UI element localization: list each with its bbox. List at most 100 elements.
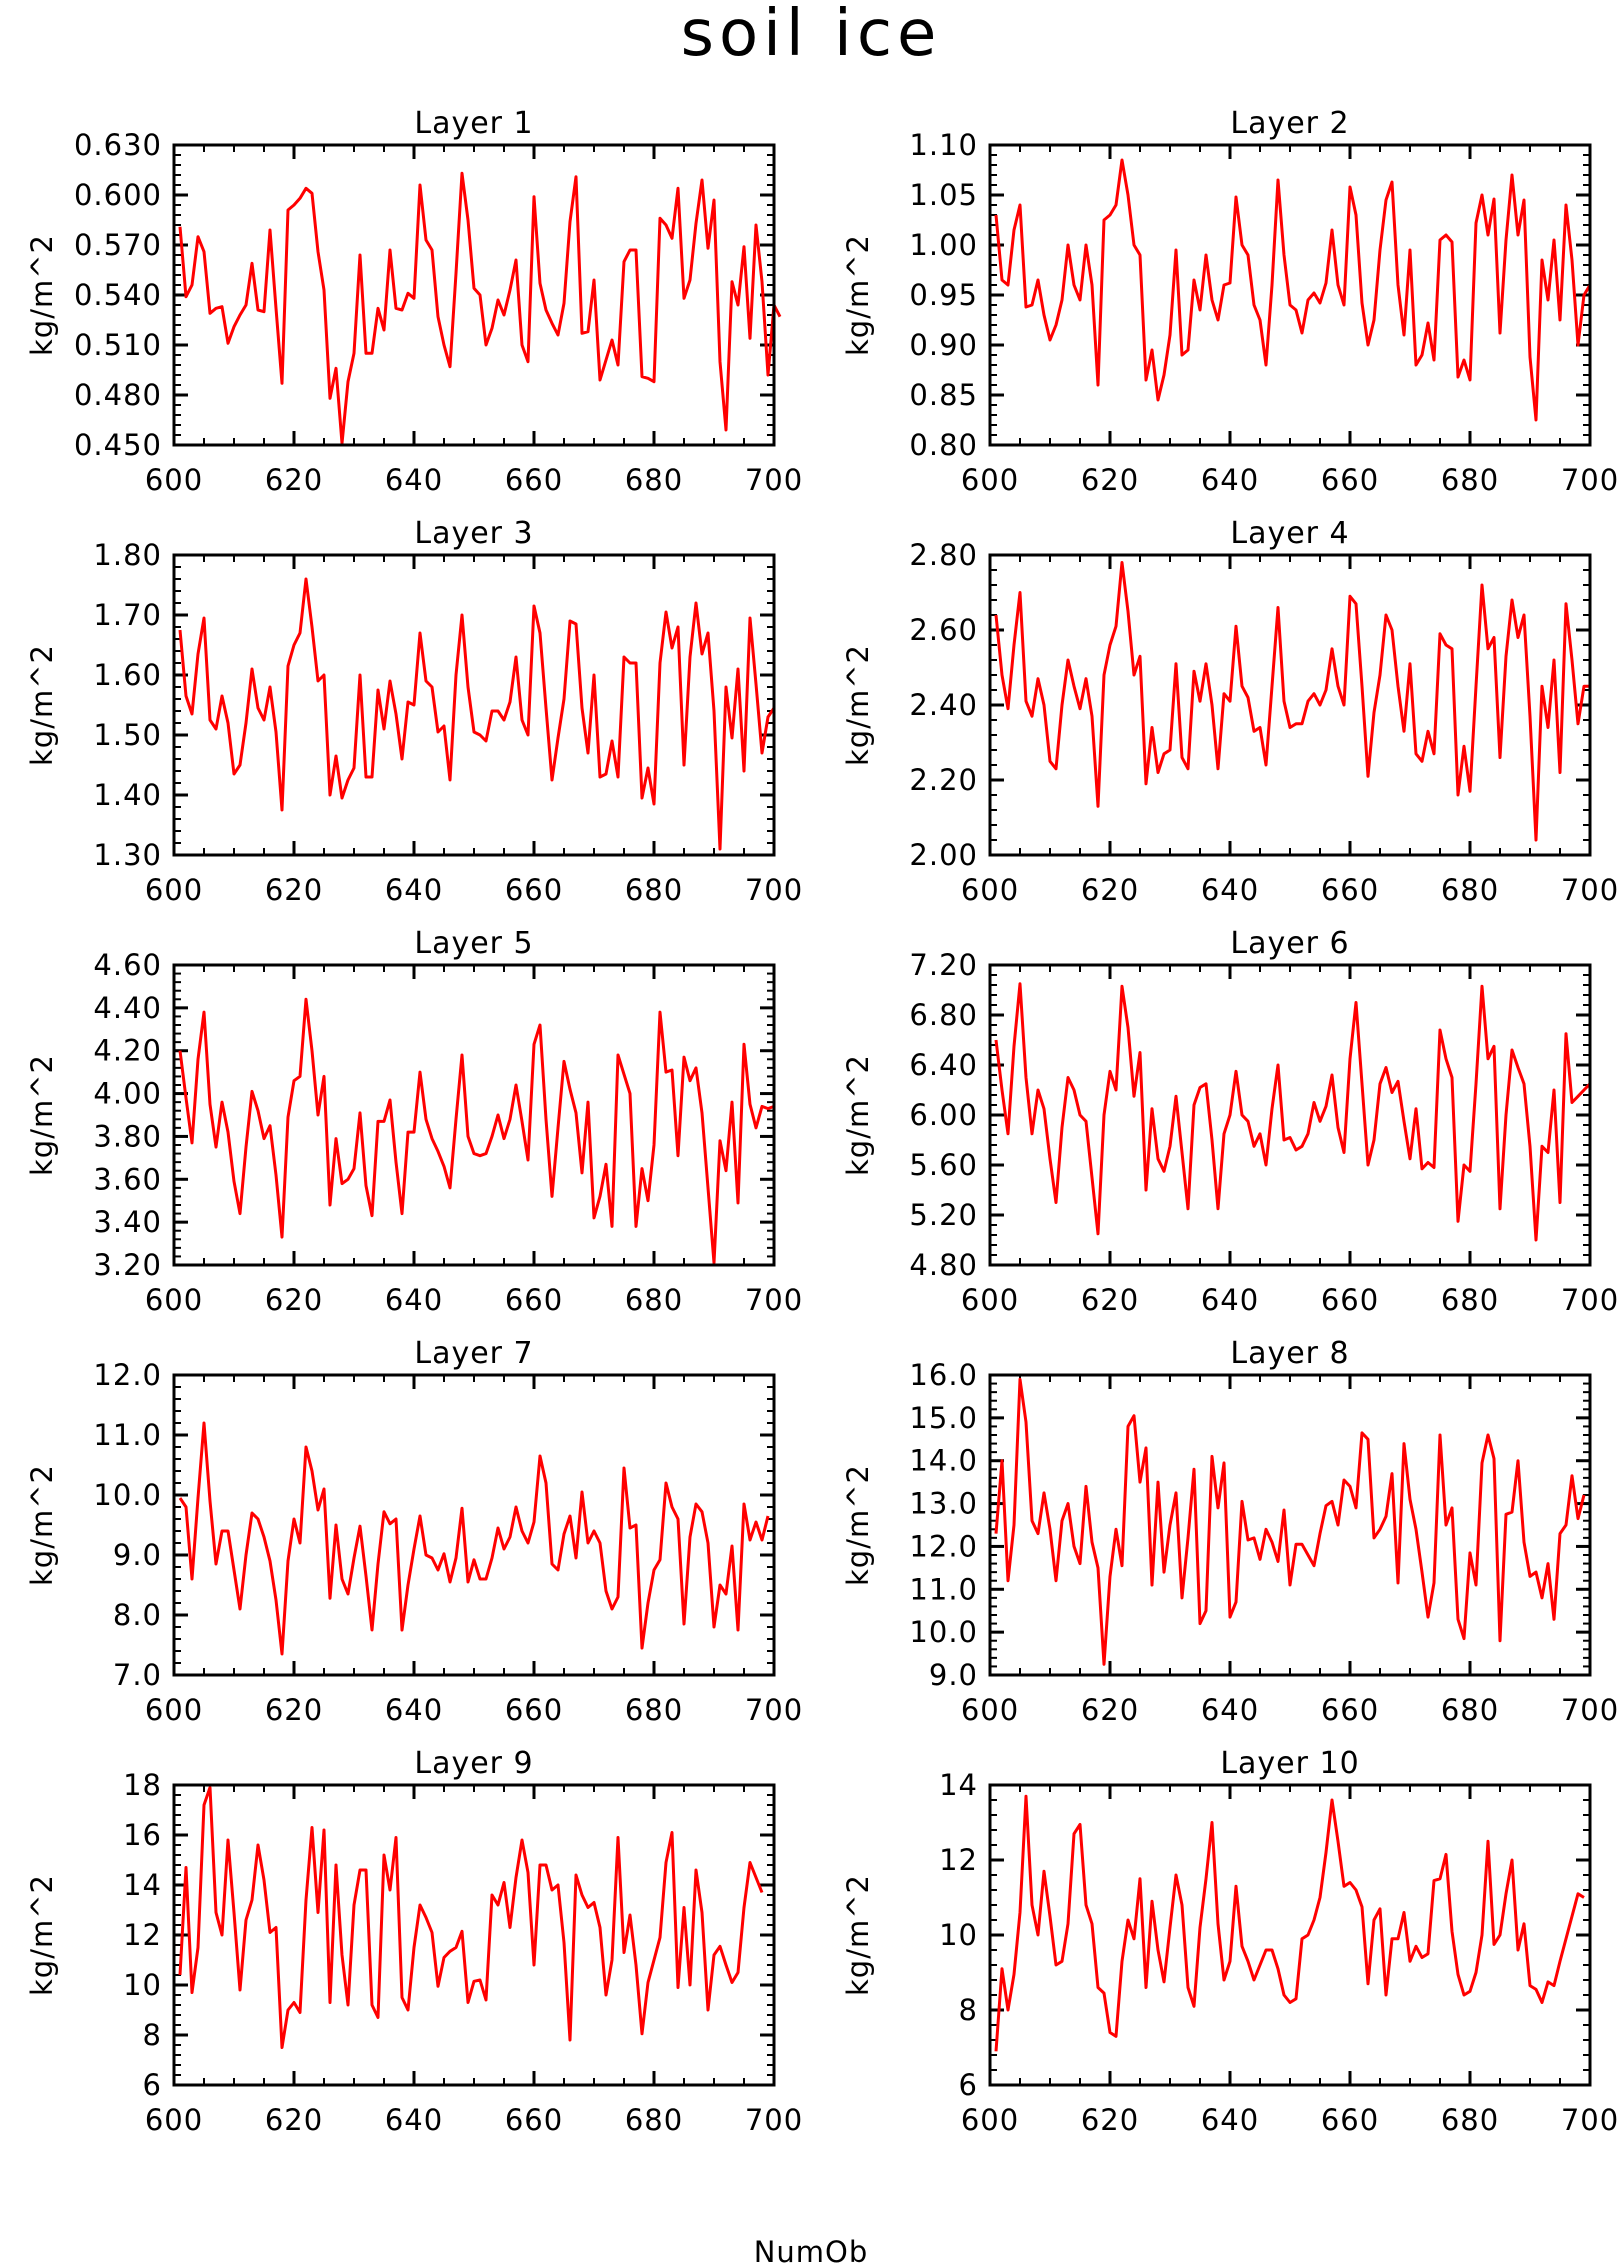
panel-title: Layer 5 — [414, 926, 533, 961]
x-tick-label: 660 — [505, 2103, 563, 2137]
x-tick-label: 700 — [745, 463, 803, 497]
x-tick-label: 600 — [961, 1283, 1019, 1317]
y-tick-label: 10 — [939, 1918, 978, 1952]
plot-frame — [988, 963, 1592, 1267]
x-tick-label: 620 — [265, 2103, 323, 2137]
x-tick-label: 680 — [625, 2103, 683, 2137]
x-tick-label: 620 — [265, 463, 323, 497]
x-tick-label: 680 — [625, 873, 683, 907]
y-tick-label: 4.80 — [909, 1248, 978, 1282]
y-axis-label: kg/m^2 — [25, 644, 59, 766]
x-tick-label: 660 — [505, 873, 563, 907]
y-tick-label: 11.0 — [93, 1418, 162, 1452]
x-tick-label: 600 — [961, 1693, 1019, 1727]
x-tick-label: 640 — [385, 1283, 443, 1317]
x-tick-label: 600 — [961, 873, 1019, 907]
panel-title: Layer 10 — [1220, 1746, 1359, 1781]
x-tick-label: 640 — [1201, 873, 1259, 907]
panel-title: Layer 3 — [414, 516, 533, 551]
plot-frame — [172, 143, 776, 447]
x-tick-label: 600 — [145, 2103, 203, 2137]
x-tick-label: 640 — [1201, 1693, 1259, 1727]
y-tick-label: 1.30 — [93, 838, 162, 872]
y-tick-label: 1.10 — [909, 128, 978, 162]
x-tick-label: 680 — [625, 1283, 683, 1317]
series-line — [994, 982, 1592, 1242]
panel-title: Layer 2 — [1230, 106, 1349, 141]
y-tick-label: 8 — [143, 2018, 162, 2052]
x-tick-label: 660 — [1321, 1283, 1379, 1317]
x-tick-label: 620 — [265, 1283, 323, 1317]
y-tick-label: 2.60 — [909, 613, 978, 647]
panel-title: Layer 6 — [1230, 926, 1349, 961]
y-tick-label: 0.540 — [74, 278, 162, 312]
y-tick-label: 14.0 — [909, 1444, 978, 1478]
series-line — [178, 171, 782, 445]
y-tick-label: 0.480 — [74, 378, 162, 412]
x-tick-label: 700 — [1561, 1283, 1619, 1317]
series-line — [178, 997, 775, 1265]
plot-frame — [172, 553, 776, 857]
y-axis-label: kg/m^2 — [841, 1874, 875, 1996]
y-tick-label: 3.40 — [93, 1205, 162, 1239]
y-tick-label: 8.0 — [113, 1598, 162, 1632]
y-tick-label: 4.60 — [93, 948, 162, 982]
y-tick-label: 6.40 — [909, 1048, 978, 1082]
y-tick-label: 1.40 — [93, 778, 162, 812]
x-tick-label: 700 — [1561, 873, 1619, 907]
y-tick-label: 10 — [123, 1968, 162, 2002]
y-tick-label: 6 — [143, 2068, 162, 2102]
x-tick-label: 600 — [961, 2103, 1019, 2137]
panel-layer-4: Layer 4 kg/m^2 600 620 640 660 680 700 2.00 2.20 2… — [841, 516, 1619, 907]
y-tick-label: 2.80 — [909, 538, 978, 572]
y-tick-label: 1.60 — [93, 658, 162, 692]
plot-frame — [988, 143, 1592, 447]
y-tick-label: 7.20 — [909, 948, 978, 982]
y-axis-label: kg/m^2 — [841, 1464, 875, 1586]
x-axis-label: NumOb — [754, 2235, 869, 2264]
x-tick-label: 660 — [1321, 2103, 1379, 2137]
y-tick-label: 0.570 — [74, 228, 162, 262]
series-line — [178, 1786, 764, 2049]
panel-title: Layer 7 — [414, 1336, 533, 1371]
y-tick-label: 12 — [939, 1843, 978, 1877]
series-line — [178, 577, 776, 851]
x-tick-label: 600 — [961, 463, 1019, 497]
y-axis-label: kg/m^2 — [25, 234, 59, 356]
y-tick-label: 0.630 — [74, 128, 162, 162]
y-tick-label: 8 — [959, 1993, 978, 2027]
panel-layer-9: Layer 9 kg/m^2 600 620 640 660 680 700 6 8 10 12 14 1… — [25, 1746, 802, 2137]
y-tick-label: 0.95 — [909, 278, 978, 312]
y-tick-label: 10.0 — [909, 1615, 978, 1649]
y-tick-label: 9.0 — [113, 1538, 162, 1572]
x-tick-label: 600 — [145, 1693, 203, 1727]
panel-layer-7: Layer 7 kg/m^2 600 620 640 660 680 700 7.0 8.0 9.0… — [25, 1336, 802, 1727]
y-tick-label: 6 — [959, 2068, 978, 2102]
x-tick-label: 660 — [505, 1693, 563, 1727]
x-tick-label: 700 — [1561, 2103, 1619, 2137]
x-tick-label: 620 — [1081, 1283, 1139, 1317]
x-tick-label: 620 — [265, 1693, 323, 1727]
x-tick-label: 660 — [1321, 1693, 1379, 1727]
x-tick-label: 640 — [385, 1693, 443, 1727]
panel-title: Layer 8 — [1230, 1336, 1349, 1371]
x-tick-label: 620 — [1081, 463, 1139, 497]
series-line — [994, 561, 1590, 842]
x-tick-label: 600 — [145, 463, 203, 497]
plot-frame — [988, 1373, 1592, 1677]
x-tick-label: 680 — [1441, 2103, 1499, 2137]
x-tick-label: 680 — [625, 463, 683, 497]
x-tick-label: 660 — [1321, 463, 1379, 497]
y-tick-label: 5.60 — [909, 1148, 978, 1182]
y-tick-label: 6.00 — [909, 1098, 978, 1132]
x-tick-label: 600 — [145, 1283, 203, 1317]
x-tick-label: 620 — [1081, 2103, 1139, 2137]
panel-layer-5: Layer 5 kg/m^2 600 620 640 660 680 700 3.20 3.40 3… — [25, 926, 802, 1317]
panel-layer-1: Layer 1 kg/m^2 600 620 640 660 680 700 0.450 0.48… — [25, 106, 803, 497]
x-tick-label: 680 — [1441, 1283, 1499, 1317]
panel-layer-3: Layer 3 kg/m^2 600 620 640 660 680 700 1.30 1.40 1… — [25, 516, 802, 907]
y-axis-label: kg/m^2 — [841, 234, 875, 356]
y-tick-label: 4.00 — [93, 1077, 162, 1111]
panel-title: Layer 9 — [414, 1746, 533, 1781]
panel-layer-6: Layer 6 kg/m^2 600 620 640 660 680 700 4.80 5.20 5… — [841, 926, 1619, 1317]
